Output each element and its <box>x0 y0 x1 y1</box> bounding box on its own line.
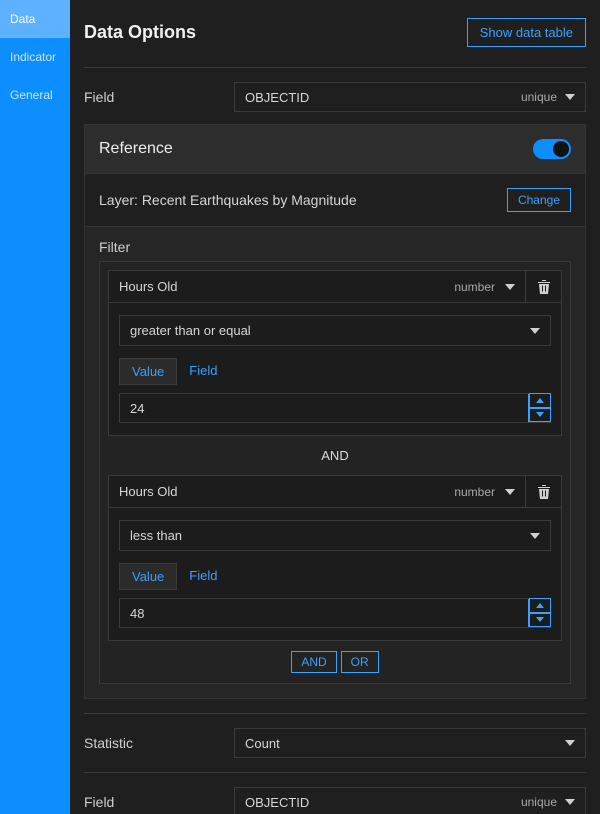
filter1-operator-select[interactable]: greater than or equal <box>119 315 551 346</box>
filter1-tab-field[interactable]: Field <box>177 358 229 385</box>
statistic-select-value: Count <box>245 736 280 751</box>
page-title: Data Options <box>84 22 196 43</box>
filter1-field-value: Hours Old <box>119 279 178 294</box>
filter1-tab-value[interactable]: Value <box>119 358 177 385</box>
chevron-down-icon <box>530 328 540 334</box>
filter1-field-type: number <box>454 280 495 294</box>
header: Data Options Show data table <box>84 0 586 61</box>
filter-container: Hours Old number <box>99 261 571 684</box>
filter2-spin-up[interactable] <box>529 598 551 613</box>
arrow-down-icon <box>536 617 544 622</box>
chevron-down-icon <box>565 94 575 100</box>
arrow-down-icon <box>536 412 544 417</box>
filter2-operator-value: less than <box>130 528 182 543</box>
statistic-label: Statistic <box>84 735 234 751</box>
show-data-table-button[interactable]: Show data table <box>467 18 586 47</box>
filter1-spinner <box>528 394 550 422</box>
arrow-up-icon <box>536 603 544 608</box>
trash-icon <box>537 484 551 500</box>
reference-title: Reference <box>99 140 173 158</box>
chevron-down-icon <box>565 799 575 805</box>
chevron-down-icon <box>505 284 515 290</box>
filter2-tab-field[interactable]: Field <box>177 563 229 590</box>
statistic-row: Statistic Count <box>84 720 586 766</box>
sidebar-tab-indicator[interactable]: Indicator <box>0 38 70 76</box>
main-scroll[interactable]: Data Options Show data table Field OBJEC… <box>70 0 600 814</box>
filter2-operator-select[interactable]: less than <box>119 520 551 551</box>
field-select-2-tag: unique <box>521 795 557 809</box>
change-layer-button[interactable]: Change <box>507 188 571 212</box>
field-row: Field OBJECTID unique <box>84 74 586 120</box>
filter-add-row: AND OR <box>108 641 562 673</box>
field-row-2: Field OBJECTID unique <box>84 779 586 814</box>
reference-toggle[interactable] <box>533 139 571 159</box>
arrow-up-icon <box>536 398 544 403</box>
field-select-2[interactable]: OBJECTID unique <box>234 787 586 814</box>
filter2-spinner <box>528 599 550 627</box>
trash-icon <box>537 279 551 295</box>
filter2-field-select[interactable]: Hours Old number <box>109 476 525 507</box>
filter2-spin-down[interactable] <box>529 613 551 628</box>
filter2-delete-button[interactable] <box>525 476 561 507</box>
filter1-spin-up[interactable] <box>529 393 551 408</box>
filter2-field-value: Hours Old <box>119 484 178 499</box>
filter-condition-1: Hours Old number <box>108 270 562 436</box>
reference-header: Reference <box>85 125 585 173</box>
divider <box>84 713 586 714</box>
sidebar: Data Indicator General <box>0 0 70 814</box>
filter1-operator-value: greater than or equal <box>130 323 251 338</box>
field-select-value: OBJECTID <box>245 90 309 105</box>
sidebar-tab-data[interactable]: Data <box>0 0 70 38</box>
filter1-value-input-wrap <box>119 393 551 423</box>
add-or-button[interactable]: OR <box>341 651 379 673</box>
field-label: Field <box>84 89 234 105</box>
field-label-2: Field <box>84 794 234 810</box>
filter-condition-2: Hours Old number <box>108 475 562 641</box>
filter-logic-and: AND <box>108 436 562 475</box>
field-select[interactable]: OBJECTID unique <box>234 82 586 112</box>
filter1-spin-down[interactable] <box>529 408 551 423</box>
chevron-down-icon <box>505 489 515 495</box>
toggle-knob <box>553 141 569 157</box>
field-select-tag: unique <box>521 90 557 104</box>
field-select-2-value: OBJECTID <box>245 795 309 810</box>
filter2-tabs: Value Field <box>119 563 551 590</box>
chevron-down-icon <box>530 533 540 539</box>
filter-label: Filter <box>99 227 571 261</box>
filter2-value-input-wrap <box>119 598 551 628</box>
chevron-down-icon <box>565 740 575 746</box>
divider <box>84 67 586 68</box>
statistic-select[interactable]: Count <box>234 728 586 758</box>
filter1-tabs: Value Field <box>119 358 551 385</box>
reference-panel: Reference Layer: Recent Earthquakes by M… <box>84 124 586 699</box>
filter1-value-input[interactable] <box>120 394 528 422</box>
sidebar-tab-general[interactable]: General <box>0 76 70 114</box>
filter1-delete-button[interactable] <box>525 271 561 302</box>
filter1-field-select[interactable]: Hours Old number <box>109 271 525 302</box>
add-and-button[interactable]: AND <box>291 651 336 673</box>
filter2-tab-value[interactable]: Value <box>119 563 177 590</box>
reference-layer-text: Layer: Recent Earthquakes by Magnitude <box>99 192 357 208</box>
filter2-value-input[interactable] <box>120 599 528 627</box>
divider <box>84 772 586 773</box>
main-panel: Data Options Show data table Field OBJEC… <box>70 0 600 814</box>
filter2-field-type: number <box>454 485 495 499</box>
reference-layer-row: Layer: Recent Earthquakes by Magnitude C… <box>85 173 585 227</box>
